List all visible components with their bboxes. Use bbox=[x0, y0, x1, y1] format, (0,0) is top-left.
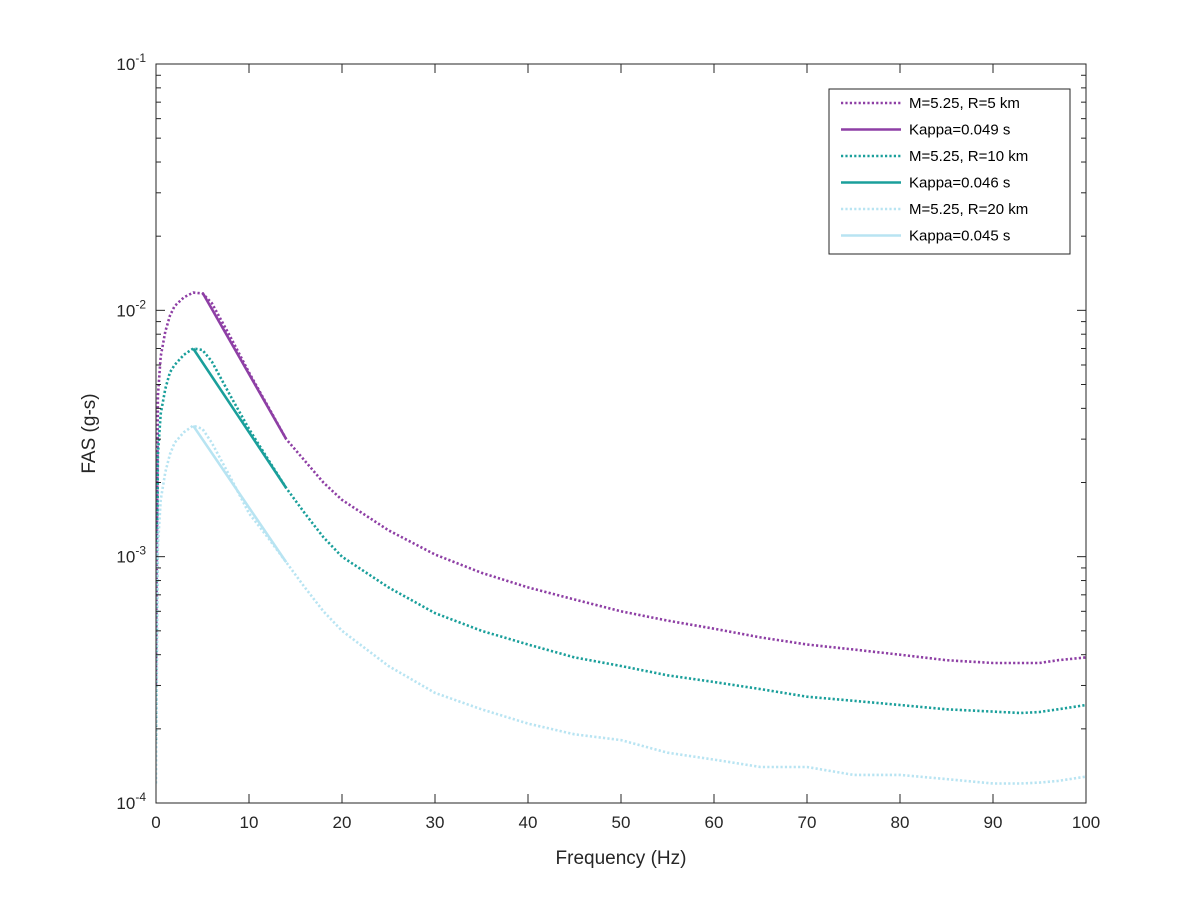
x-tick-label: 0 bbox=[151, 813, 160, 832]
legend-label: M=5.25, R=10 km bbox=[909, 148, 1028, 165]
x-tick-label: 90 bbox=[984, 813, 1003, 832]
series-layer bbox=[156, 291, 1086, 785]
x-tick-label: 60 bbox=[705, 813, 724, 832]
x-tick-label: 20 bbox=[333, 813, 352, 832]
ticks-layer: 0 10 20 30 40 50 60 70 80 90 100 10-4 10-3 10-2 10-1 bbox=[116, 51, 1100, 832]
y-tick-label: 10-3 bbox=[116, 544, 146, 567]
x-tick-label: 50 bbox=[612, 813, 631, 832]
legend-frame bbox=[828, 88, 1071, 255]
y-tick-label: 10-4 bbox=[116, 790, 146, 813]
x-tick-label: 80 bbox=[891, 813, 910, 832]
legend-label: M=5.25, R=5 km bbox=[909, 95, 1020, 112]
series-line-4 bbox=[192, 347, 288, 489]
y-tick-label: 10-1 bbox=[116, 51, 146, 74]
legend-label: M=5.25, R=20 km bbox=[909, 201, 1028, 218]
legend: M=5.25, R=5 km Kappa=0.049 s M=5.25, R=10 … bbox=[828, 88, 1071, 255]
x-tick-label: 70 bbox=[798, 813, 817, 832]
series-line-3 bbox=[156, 347, 1086, 741]
legend-label: Kappa=0.045 s bbox=[909, 228, 1010, 245]
legend-label: Kappa=0.046 s bbox=[909, 175, 1010, 192]
legend-label: Kappa=0.049 s bbox=[909, 122, 1010, 139]
x-tick-label: 100 bbox=[1072, 813, 1100, 832]
series-line-5 bbox=[156, 424, 1086, 785]
x-tick-label: 30 bbox=[426, 813, 445, 832]
y-axis-title: FAS (g-s) bbox=[79, 393, 100, 473]
x-tick-label: 40 bbox=[519, 813, 538, 832]
x-axis-title: Frequency (Hz) bbox=[556, 848, 687, 869]
y-tick-label: 10-2 bbox=[116, 297, 146, 320]
series-line-2 bbox=[201, 291, 288, 440]
x-tick-label: 10 bbox=[240, 813, 259, 832]
series-line-6 bbox=[192, 424, 288, 563]
